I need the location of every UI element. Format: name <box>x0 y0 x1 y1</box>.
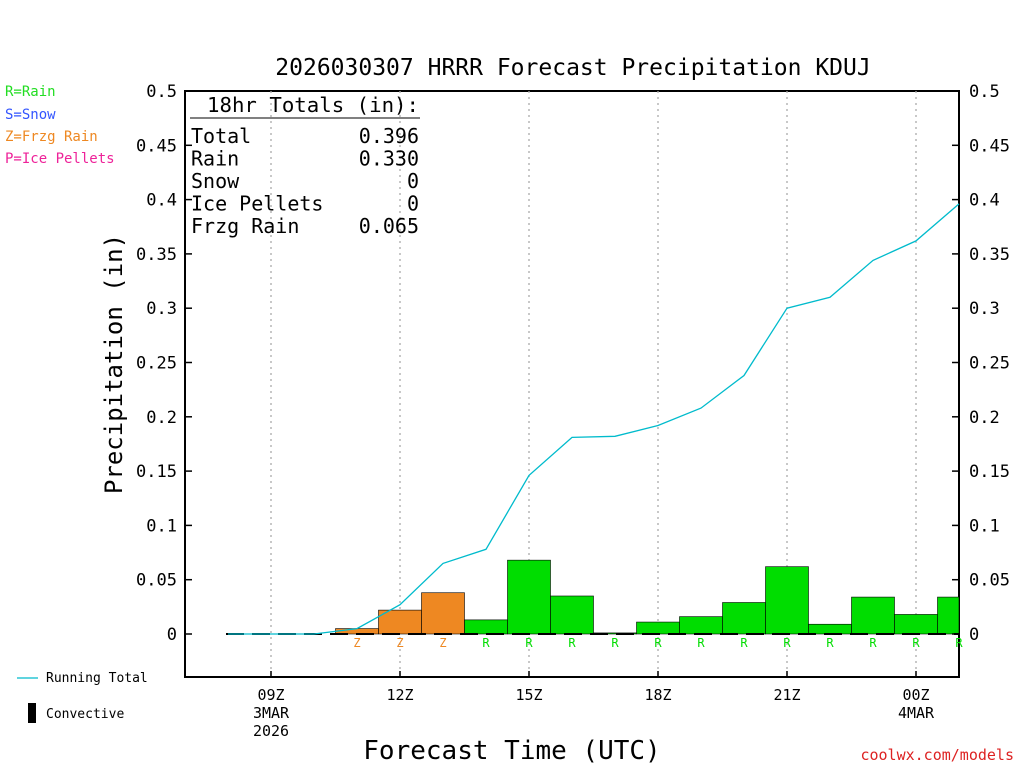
y-tick-label-right: 0.45 <box>969 136 1010 156</box>
x-tick-label: 21Z <box>773 686 800 704</box>
x-tick-label: 09Z <box>257 686 284 704</box>
convective-legend-label: Convective <box>46 707 124 722</box>
y-tick-label-right: 0.05 <box>969 571 1010 591</box>
precip-bar <box>808 623 852 635</box>
running-total-line <box>228 203 960 635</box>
convective-swatch <box>28 703 36 723</box>
y-tick-label-left: 0.3 <box>146 299 177 319</box>
precip-type-label: R <box>697 636 705 650</box>
y-tick-label-left: 0 <box>167 625 177 645</box>
legend-frzg: Z=Frzg Rain <box>5 129 98 145</box>
totals-row-value: 0.396 <box>359 124 419 148</box>
totals-row-value: 0 <box>407 192 419 216</box>
precip-type-label: R <box>654 636 662 650</box>
y-tick-label-left: 0.1 <box>146 516 177 536</box>
y-tick-label-left: 0.05 <box>136 571 177 591</box>
precip-type-label: R <box>783 636 791 650</box>
legend-rain: R=Rain <box>5 84 56 100</box>
y-tick-label-right: 0.2 <box>969 408 1000 428</box>
y-tick-label-right: 0 <box>969 625 979 645</box>
precip-type-label: R <box>482 636 490 650</box>
x-tick-label: 18Z <box>644 686 671 704</box>
precip-type-legend: R=Rain S=Snow Z=Frzg Rain P=Ice Pellets <box>5 84 115 167</box>
precip-type-label: R <box>912 636 920 650</box>
y-tick-label-right: 0.4 <box>969 191 1000 211</box>
totals-row-label: Ice Pellets <box>191 192 323 216</box>
totals-header: 18hr Totals (in): <box>207 93 419 117</box>
precip-bar <box>550 595 594 635</box>
precip-bar <box>894 614 938 635</box>
totals-row-label: Total <box>191 124 251 148</box>
x-tick-label: 12Z <box>386 686 413 704</box>
precip-type-label: R <box>955 636 963 650</box>
legend-ice: P=Ice Pellets <box>5 151 115 167</box>
precip-type-label: R <box>525 636 533 650</box>
y-axis-left: 0 0.05 0.1 0.15 0.2 0.25 0.3 0.35 0.4 0.45 0.5 <box>136 82 192 645</box>
running-total-legend-label: Running Total <box>46 671 148 686</box>
precip-type-label: R <box>568 636 576 650</box>
totals-box: 18hr Totals (in): Total 0.396 Rain 0.330 Sno… <box>190 93 420 238</box>
legend-snow: S=Snow <box>5 107 56 123</box>
plot-frame <box>184 90 960 678</box>
y-tick-label-left: 0.4 <box>146 191 177 211</box>
bar-series <box>335 559 960 635</box>
totals-row-label: Snow <box>191 169 240 193</box>
y-tick-label-right: 0.15 <box>969 462 1010 482</box>
totals-row-value: 0 <box>407 169 419 193</box>
y-axis-right: 0 0.05 0.1 0.15 0.2 0.25 0.3 0.35 0.4 0.45 0.5 <box>952 82 1010 645</box>
precip-bar <box>851 596 895 635</box>
x-tick-label: 4MAR <box>898 704 935 722</box>
precip-type-label: R <box>611 636 619 650</box>
y-tick-label-right: 0.25 <box>969 354 1010 374</box>
precip-type-label: R <box>869 636 877 650</box>
totals-row-value: 0.330 <box>359 147 419 171</box>
precip-bar <box>421 592 465 635</box>
precip-type-label: R <box>826 636 834 650</box>
y-tick-label-right: 0.5 <box>969 82 1000 102</box>
y-tick-label-right: 0.3 <box>969 299 1000 319</box>
y-tick-label-left: 0.15 <box>136 462 177 482</box>
precip-type-label: Z <box>439 636 446 650</box>
y-axis-label: Precipitation (in) <box>100 234 128 494</box>
y-tick-label-right: 0.35 <box>969 245 1010 265</box>
y-tick-label-left: 0.2 <box>146 408 177 428</box>
totals-row-value: 0.065 <box>359 214 419 238</box>
y-tick-label-right: 0.1 <box>969 516 1000 536</box>
y-tick-label-left: 0.5 <box>146 82 177 102</box>
precip-bar <box>636 621 680 635</box>
precip-type-label: Z <box>396 636 403 650</box>
x-tick-label: 3MAR <box>253 704 290 722</box>
x-tick-label: 15Z <box>515 686 542 704</box>
precip-bar <box>765 566 809 635</box>
precip-bar <box>722 602 766 635</box>
line-legend: Running Total Convective <box>17 671 148 723</box>
totals-row-label: Rain <box>191 147 239 171</box>
y-tick-label-left: 0.45 <box>136 136 177 156</box>
x-tick-label: 00Z <box>902 686 929 704</box>
credit-text: coolwx.com/models <box>860 746 1014 764</box>
gridlines <box>270 91 917 677</box>
precip-bar <box>679 616 723 635</box>
x-axis-label: Forecast Time (UTC) <box>363 736 660 766</box>
y-tick-label-left: 0.25 <box>136 354 177 374</box>
precip-bar <box>937 596 960 635</box>
precip-bar <box>464 619 508 635</box>
chart-title: 2026030307 HRRR Forecast Precipitation K… <box>275 55 870 81</box>
precip-type-label: R <box>740 636 748 650</box>
precip-type-label: Z <box>353 636 360 650</box>
y-tick-label-left: 0.35 <box>136 245 177 265</box>
x-tick-label: 2026 <box>253 722 289 740</box>
totals-row-label: Frzg Rain <box>191 214 299 238</box>
precip-bar <box>507 559 551 635</box>
